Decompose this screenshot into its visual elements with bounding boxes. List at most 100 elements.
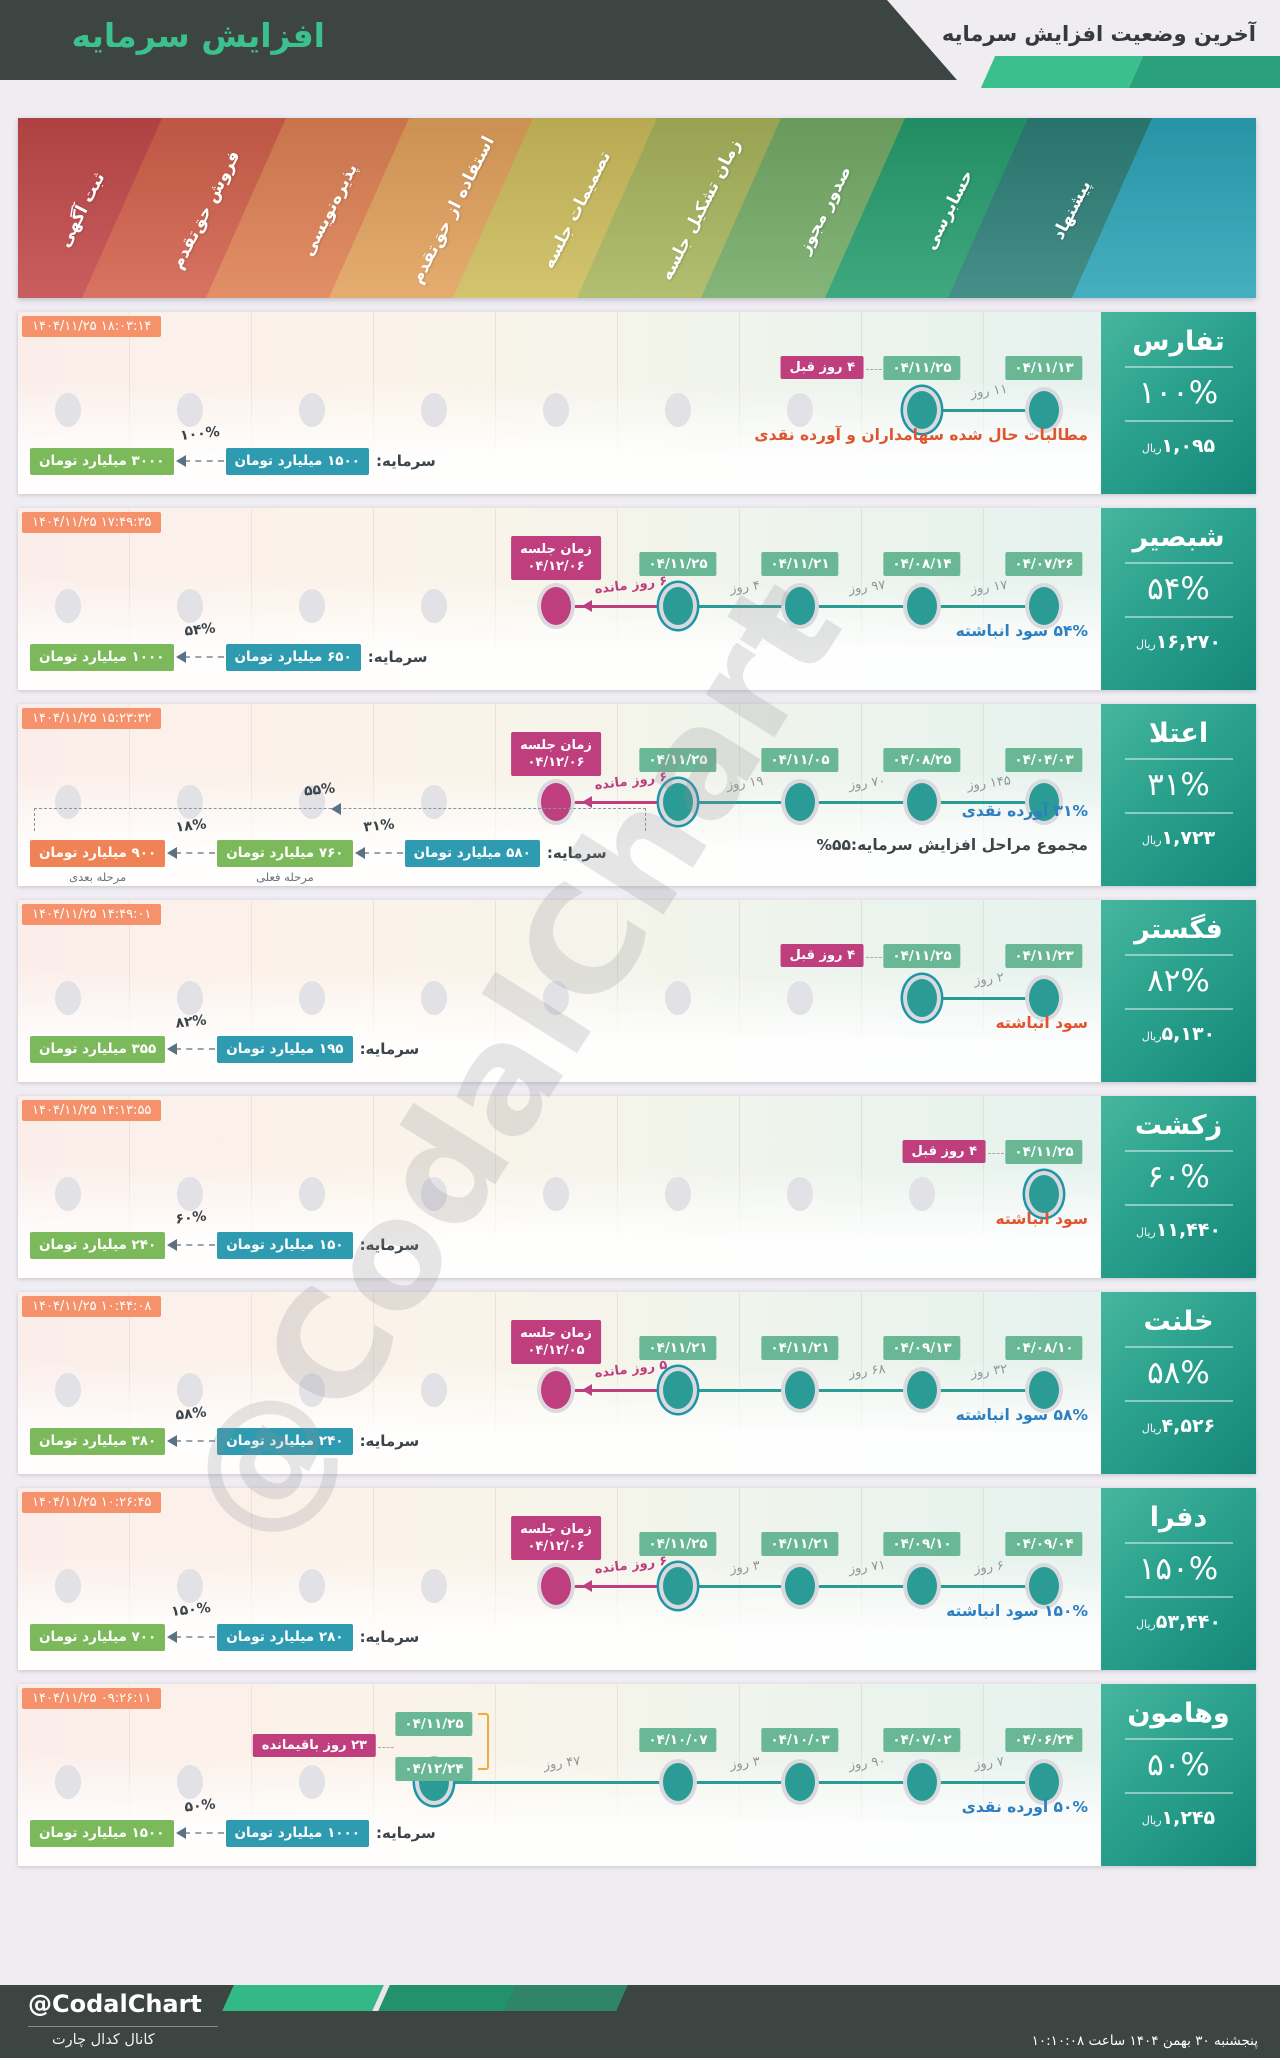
capital-current-badge: ۱۰۰۰ میلیارد تومان [225,1820,370,1847]
meeting-arrowhead-icon [582,1384,592,1396]
stage-date-badge-start: ۰۴/۱۱/۲۵ [395,1712,473,1736]
capital-current-badge-wrap: ۱۵۰ میلیارد تومان [217,1232,353,1259]
company-panel: زکشت ۶۰% ۱۱,۴۴۰ریال [1101,1096,1256,1278]
badge-connector [866,369,882,370]
capital-base-badge-wrap: ۵۸۰ میلیارد تومان [404,840,540,867]
timeline-segment [678,801,800,804]
stage-date-badge: ۰۴/۰۹/۰۴ [1005,1532,1083,1556]
stage-date-badge: ۰۴/۱۱/۱۳ [1005,356,1083,380]
capital-new-badge-wrap: ۱۰۰۰ میلیارد تومان [30,644,174,671]
stage-date-badge: ۰۴/۱۱/۲۵ [639,552,717,576]
placeholder-dot [421,589,447,623]
footer-deco-stripe-1 [222,1985,384,2011]
capital-new-badge-wrap: ۳۵۵ میلیارد تومان [30,1036,166,1063]
company-row: ۲ روز ۰۴/۱۱/۲۳ ۰۴/۱۱/۲۵ ۴ روز قبل سود انباشت… [18,900,1256,1082]
meeting-arrowhead-icon [582,796,592,808]
capital-arrow-head-icon [167,1043,178,1055]
placeholder-dot [665,393,691,427]
company-percent: ۸۲% [1147,963,1210,999]
capital-group: ۱۰۰۰ میلیارد تومان ۵۴% ۶۵۰ میلیارد تومان سر… [30,620,428,671]
capital-total-bracket [34,802,646,831]
company-panel: شبصیر ۵۴% ۱۶,۲۷۰ریال [1101,508,1256,690]
capital-next-stage-badge-sublabel: مرحله بعدی [69,870,127,884]
capital-new-badge-wrap: ۲۴۰ میلیارد تومان [30,1232,166,1259]
capital-current-stage-badge: ۷۶۰ میلیارد تومان [217,840,353,867]
update-timestamp-badge: ۱۴۰۴/۱۱/۲۵ ۱۴:۱۳:۵۵ [22,1100,162,1121]
price-number: ۵۳,۴۴۰ [1155,1611,1221,1633]
panel-divider [1124,812,1233,814]
timeline-dot-done [1025,779,1063,825]
capital-arrow-line [183,1832,224,1834]
price-unit: ریال [1141,1814,1162,1827]
price-unit: ریال [1141,442,1162,455]
placeholder-dot [177,785,203,819]
timeline-segment [800,1389,922,1392]
stage-banner: ثبت آگهی فروش حق‌تقدم پذیره‌نویسی استفاده ا… [18,118,1256,298]
footer-divider [28,2026,218,2027]
placeholder-dot [177,393,203,427]
stage-date-badge: ۰۴/۰۹/۱۰ [883,1532,961,1556]
timeline-segment [922,605,1044,608]
stage-date-badge: ۰۴/۰۷/۲۶ [1005,552,1083,576]
stage-date-badge: ۰۴/۱۰/۰۳ [761,1728,839,1752]
stage-date-badge: ۰۴/۰۸/۱۰ [1005,1336,1083,1360]
company-price-rial: ۵۳,۴۴۰ریال [1136,1611,1221,1633]
capital-new-badge: ۷۰۰ میلیارد تومان [30,1624,166,1651]
panel-divider [1124,1738,1233,1740]
capital-group: ۱۵۰۰ میلیارد تومان ۵۰% ۱۰۰۰ میلیارد تومان س… [30,1796,436,1847]
timeline-dot-done [903,1563,941,1609]
timeline-dot-done [1025,387,1063,433]
company-percent: ۶۰% [1147,1159,1210,1195]
meeting-dot [537,1563,575,1609]
capital-arrow: ۸۲% [167,1012,216,1063]
row-note: سود انباشته [995,1210,1088,1228]
capital-current-badge: ۶۵۰ میلیارد تومان [225,644,361,671]
placeholder-dot [55,1177,81,1211]
stage-date-badge: ۰۴/۱۱/۲۵ [1005,1140,1083,1164]
days-ago-badge: ۴ روز قبل [780,944,864,967]
row-note: ۵۸% سود انباشته [955,1406,1088,1424]
timeline-segment [922,409,1044,412]
capital-current-badge: ۱۹۵ میلیارد تومان [217,1036,353,1063]
timeline-segment [800,801,922,804]
capital-arrow-line [362,852,403,854]
stage-date-badge: ۰۴/۰۸/۱۴ [883,552,961,576]
panel-divider [1124,1542,1233,1544]
placeholder-dot [299,981,325,1015]
meeting-dot [537,779,575,825]
capital-arrow-line [183,656,224,658]
timeline-dot-done [781,779,819,825]
header-bar: افزایش سرمایه آخرین وضعیت افزایش سرمایه [0,0,1280,80]
stage-date-badge: ۰۴/۰۴/۰۳ [1005,748,1083,772]
placeholder-dot [299,1373,325,1407]
timeline-segment [922,1781,1044,1784]
timeline-segment [922,1389,1044,1392]
badge-connector [988,1153,1004,1154]
timeline-dot-done [781,1367,819,1413]
price-number: ۵,۱۳۰ [1161,1023,1216,1045]
placeholder-dot [55,1373,81,1407]
company-panel: فگستر ۸۲% ۵,۱۳۰ریال [1101,900,1256,1082]
capital-arrow-line [175,1244,216,1246]
timeline-dot-done [903,1367,941,1413]
capital-arrow-line [175,1440,216,1442]
meeting-badge-date: ۰۴/۱۲/۰۶ [527,559,585,574]
placeholder-dot [665,1177,691,1211]
company-name: شبصیر [1132,522,1225,553]
meeting-badge-title: زمان جلسه [520,738,592,753]
capital-current-badge: ۲۴۰ میلیارد تومان [217,1428,353,1455]
placeholder-dot [299,785,325,819]
timeline-dot-done [781,583,819,629]
timeline-segment [922,1585,1044,1588]
footer-handle: @CodalChart [28,1990,202,2018]
capital-new-badge: ۳۰۰۰ میلیارد تومان [30,448,174,475]
placeholder-dot [55,981,81,1015]
capital-arrow-line [175,1636,216,1638]
capital-current-badge-wrap: ۲۴۰ میلیارد تومان [217,1428,353,1455]
panel-divider [1124,616,1233,618]
meeting-line [566,1389,678,1392]
timeline-dot-current [659,1367,697,1413]
panel-divider [1124,954,1233,956]
company-row: ۶ روز ۷۱ روز ۳ روز ۶ روز مانده زمان جلسه ۰۴/۱… [18,1488,1256,1670]
company-price-rial: ۴,۵۲۶ریال [1142,1415,1215,1437]
